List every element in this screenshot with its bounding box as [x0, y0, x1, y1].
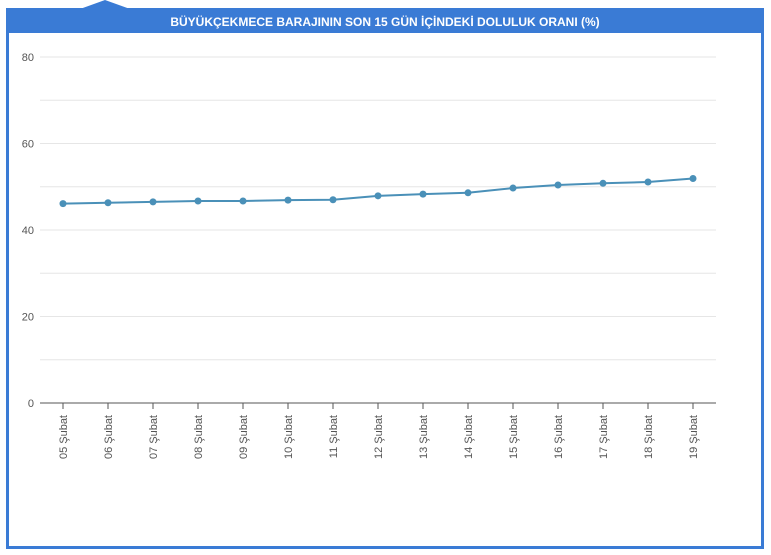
y-tick-label: 20 [22, 312, 34, 324]
axis-layer [40, 402, 716, 409]
y-tick-label: 80 [22, 52, 34, 64]
data-point [194, 197, 202, 205]
data-point [284, 196, 292, 204]
x-tick-label: 09 Şubat [238, 415, 250, 459]
data-point [644, 178, 652, 186]
data-point [464, 189, 472, 197]
series-line [62, 177, 694, 205]
x-tick-label: 18 Şubat [643, 415, 655, 459]
data-point [419, 190, 427, 198]
chart-panel: BÜYÜKÇEKMECE BARAJININ SON 15 GÜN İÇİNDE… [6, 8, 764, 549]
x-tick-label: 16 Şubat [553, 415, 565, 459]
label-layer: 0 20 40 60 80 05 Şubat 06 Şubat 07 Şubat 08 Şuba… [22, 52, 700, 459]
data-point [104, 199, 112, 207]
x-tick-label: 12 Şubat [373, 415, 385, 459]
data-point [509, 184, 517, 192]
data-point [149, 198, 157, 206]
data-point [329, 196, 337, 204]
x-tick-label: 11 Şubat [328, 415, 340, 458]
x-tick-label: 14 Şubat [463, 415, 475, 459]
data-point [689, 175, 697, 183]
x-tick-label: 08 Şubat [193, 415, 205, 459]
x-tick-label: 15 Şubat [508, 415, 520, 459]
x-tick-label: 10 Şubat [283, 415, 295, 459]
chart-title: BÜYÜKÇEKMECE BARAJININ SON 15 GÜN İÇİNDE… [9, 11, 761, 33]
y-tick-label: 60 [22, 139, 34, 151]
y-tick-label: 0 [28, 398, 34, 410]
x-tick-label: 17 Şubat [598, 415, 610, 459]
x-tick-label: 07 Şubat [148, 415, 160, 459]
series-layer [59, 175, 697, 208]
data-point [554, 181, 562, 189]
data-point [374, 192, 382, 200]
x-tick-label: 05 Şubat [58, 415, 70, 459]
x-tick-label: 06 Şubat [103, 415, 115, 459]
grid-layer [40, 56, 716, 361]
y-tick-label: 40 [22, 225, 34, 237]
data-point [59, 200, 67, 208]
x-tick-label: 13 Şubat [418, 415, 430, 459]
x-tick-label: 19 Şubat [688, 415, 700, 459]
data-point [599, 179, 607, 187]
data-point [239, 197, 247, 205]
tab-notch [80, 0, 130, 9]
